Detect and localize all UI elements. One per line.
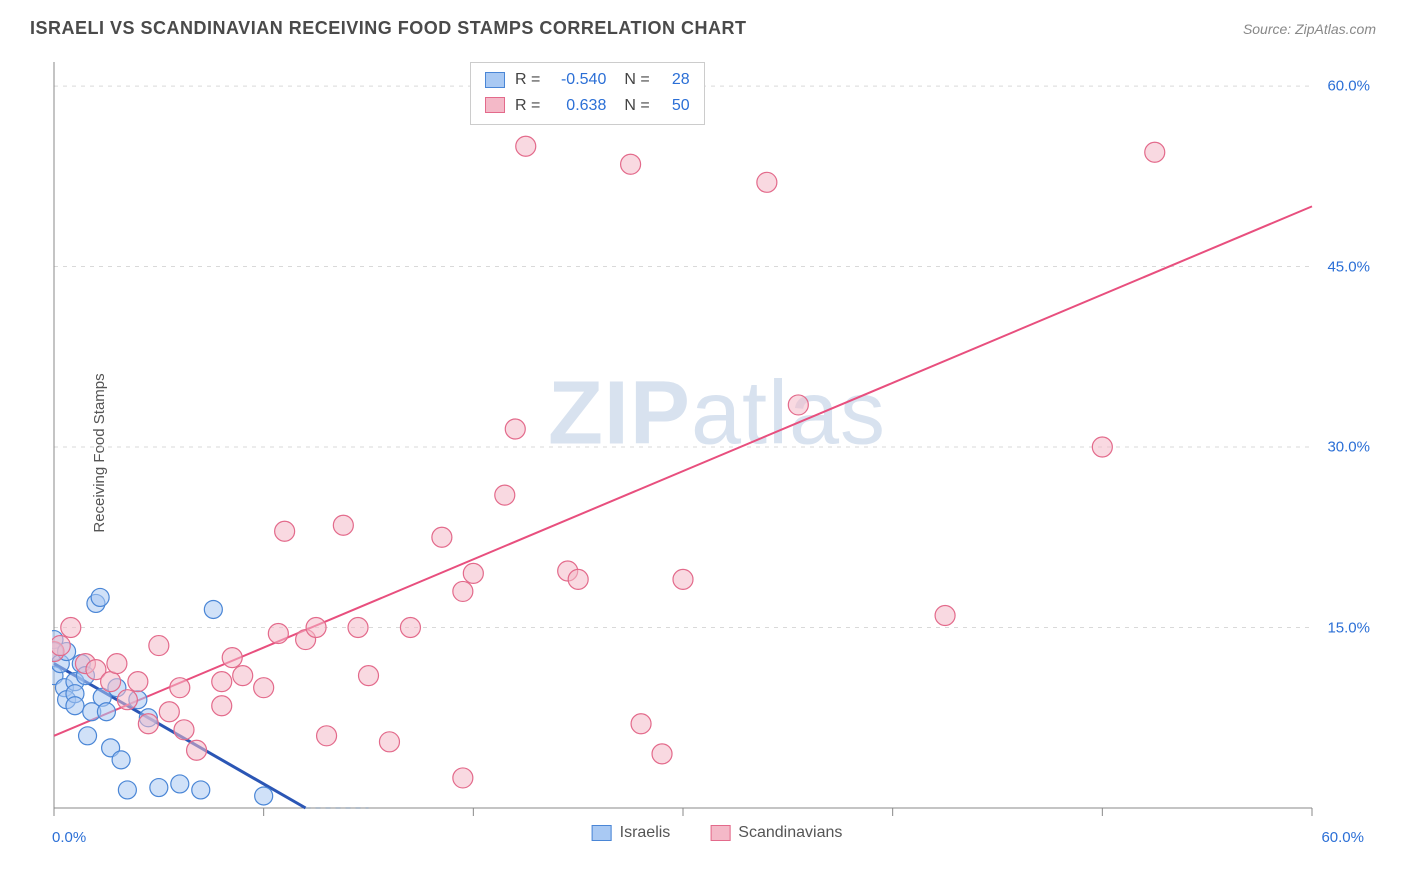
stats-legend-row: R = -0.540 N = 28 xyxy=(485,67,690,93)
stats-legend: R = -0.540 N = 28 R = 0.638 N = 50 xyxy=(470,62,705,125)
data-point xyxy=(268,624,288,644)
legend-swatch xyxy=(485,97,505,113)
legend-swatch xyxy=(592,825,612,841)
data-point xyxy=(118,781,136,799)
data-point xyxy=(935,605,955,625)
data-point xyxy=(1145,142,1165,162)
chart-title: ISRAELI VS SCANDINAVIAN RECEIVING FOOD S… xyxy=(30,18,747,39)
data-point xyxy=(652,744,672,764)
n-label: N = xyxy=(624,93,649,119)
y-tick-label: 30.0% xyxy=(1327,439,1370,456)
data-point xyxy=(150,779,168,797)
data-point xyxy=(275,521,295,541)
data-point xyxy=(79,727,97,745)
data-point xyxy=(631,714,651,734)
data-point xyxy=(138,714,158,734)
data-point xyxy=(400,618,420,638)
source-prefix: Source: xyxy=(1243,21,1295,37)
data-point xyxy=(61,618,81,638)
data-point xyxy=(379,732,399,752)
data-point xyxy=(91,588,109,606)
data-point xyxy=(149,636,169,656)
data-point xyxy=(101,672,121,692)
legend-label: Israelis xyxy=(620,824,671,842)
data-point xyxy=(52,636,70,656)
data-point xyxy=(222,648,242,668)
x-axis-min-label: 0.0% xyxy=(52,829,86,846)
y-tick-label: 60.0% xyxy=(1327,78,1370,95)
legend-item: Scandinavians xyxy=(710,824,842,842)
n-label: N = xyxy=(624,67,649,93)
data-point xyxy=(317,726,337,746)
data-point xyxy=(97,703,115,721)
data-point xyxy=(306,618,326,638)
data-point xyxy=(117,690,137,710)
n-value: 28 xyxy=(660,67,690,93)
data-point xyxy=(255,787,273,805)
data-point xyxy=(621,154,641,174)
data-point xyxy=(212,696,232,716)
r-label: R = xyxy=(515,67,540,93)
data-point xyxy=(788,395,808,415)
r-label: R = xyxy=(515,93,540,119)
stats-legend-row: R = 0.638 N = 50 xyxy=(485,93,690,119)
source-name: ZipAtlas.com xyxy=(1295,21,1376,37)
legend-swatch xyxy=(710,825,730,841)
data-point xyxy=(66,697,84,715)
data-point xyxy=(112,751,130,769)
r-value: -0.540 xyxy=(550,67,606,93)
r-value: 0.638 xyxy=(550,93,606,119)
data-point xyxy=(204,600,222,618)
data-point xyxy=(107,654,127,674)
data-point xyxy=(187,740,207,760)
legend-item: Israelis xyxy=(592,824,671,842)
legend-swatch xyxy=(485,72,505,88)
data-point xyxy=(128,672,148,692)
data-point xyxy=(673,569,693,589)
data-point xyxy=(174,720,194,740)
y-tick-label: 45.0% xyxy=(1327,258,1370,275)
data-point xyxy=(170,678,190,698)
bottom-legend: Israelis Scandinavians xyxy=(592,824,843,842)
data-point xyxy=(516,136,536,156)
data-point xyxy=(495,485,515,505)
y-tick-label: 15.0% xyxy=(1327,619,1370,636)
data-point xyxy=(453,581,473,601)
chart-source: Source: ZipAtlas.com xyxy=(1243,21,1376,37)
data-point xyxy=(463,563,483,583)
x-axis-max-label: 60.0% xyxy=(1321,829,1364,846)
scatter-plot xyxy=(52,58,1382,848)
data-point xyxy=(505,419,525,439)
data-point xyxy=(757,172,777,192)
data-point xyxy=(171,775,189,793)
legend-label: Scandinavians xyxy=(738,824,842,842)
data-point xyxy=(192,781,210,799)
data-point xyxy=(453,768,473,788)
data-point xyxy=(348,618,368,638)
chart-area: Receiving Food Stamps ZIPatlas R =-0.540… xyxy=(52,58,1382,848)
data-point xyxy=(254,678,274,698)
data-point xyxy=(568,569,588,589)
n-value: 50 xyxy=(660,93,690,119)
data-point xyxy=(359,666,379,686)
chart-header: ISRAELI VS SCANDINAVIAN RECEIVING FOOD S… xyxy=(0,0,1406,51)
data-point xyxy=(159,702,179,722)
data-point xyxy=(212,672,232,692)
data-point xyxy=(333,515,353,535)
data-point xyxy=(1092,437,1112,457)
data-point xyxy=(233,666,253,686)
data-point xyxy=(432,527,452,547)
